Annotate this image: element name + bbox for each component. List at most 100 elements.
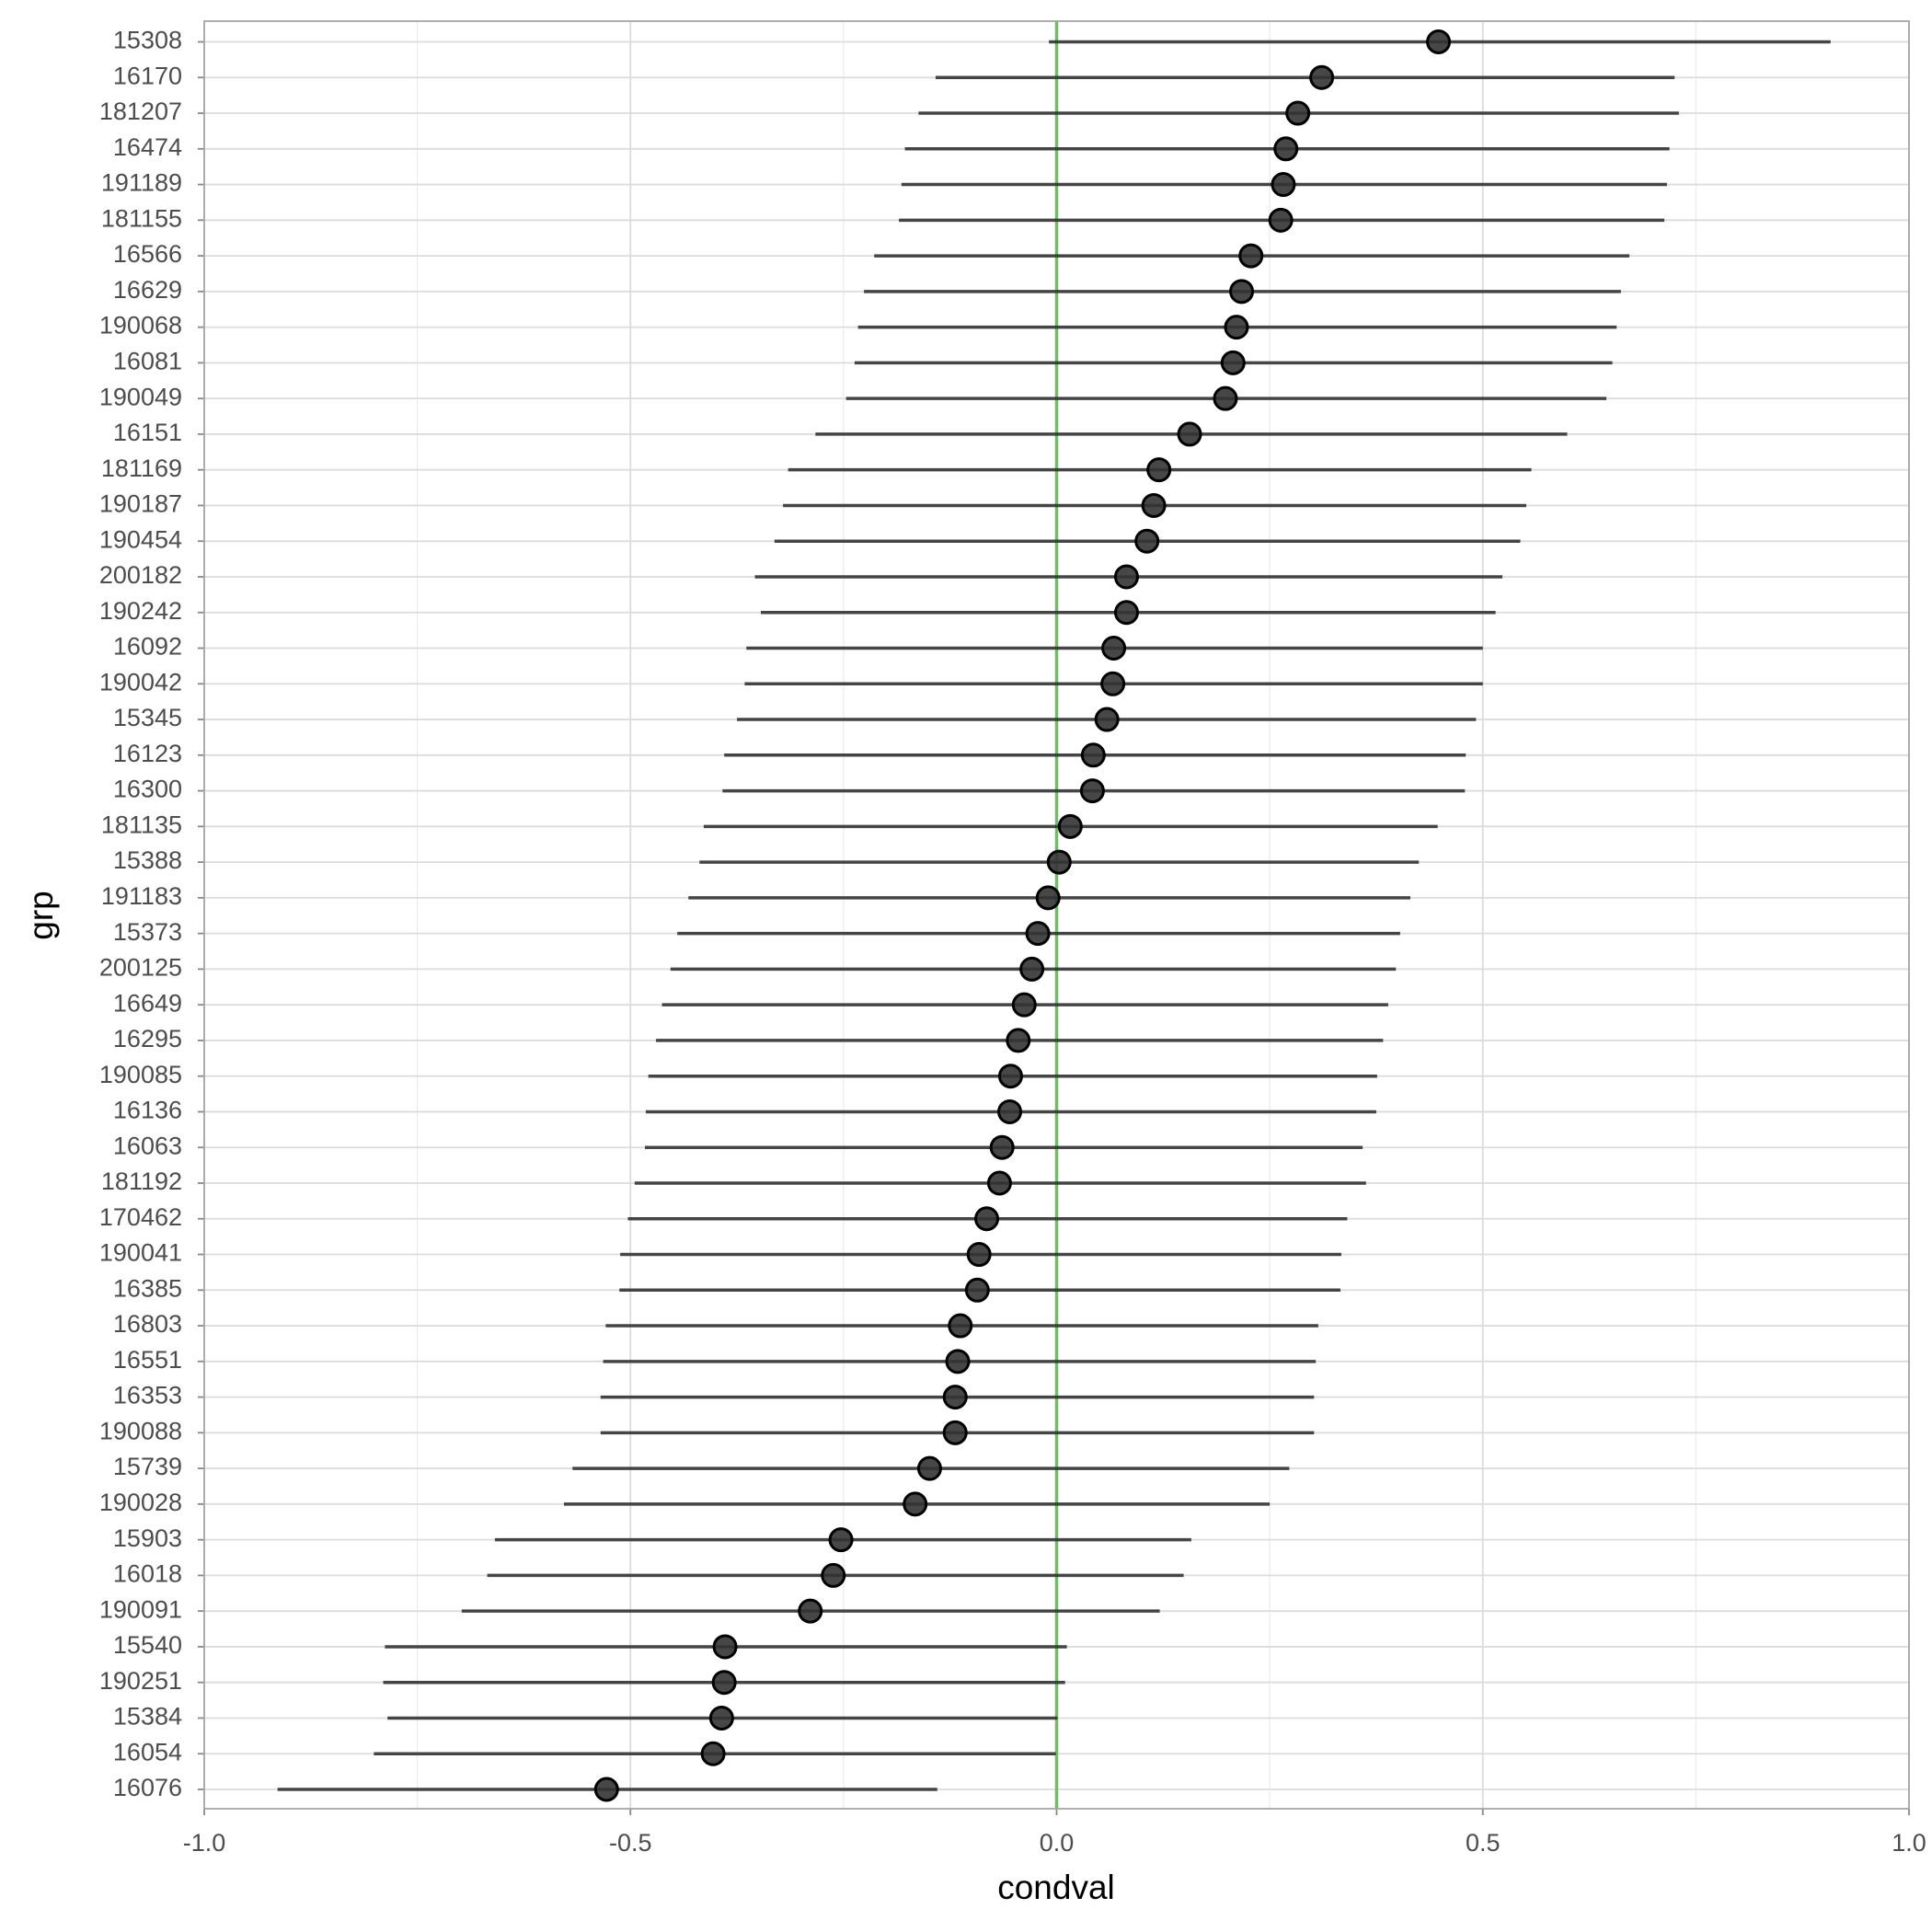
y-tick-label: 190251 — [99, 1667, 182, 1695]
y-tick-label: 190454 — [99, 525, 182, 553]
y-tick-label: 191189 — [101, 169, 182, 197]
y-tick-label: 181135 — [101, 811, 182, 838]
point — [1094, 707, 1120, 732]
point — [1101, 636, 1127, 661]
y-tick-label: 16136 — [113, 1097, 182, 1124]
point — [1134, 528, 1160, 554]
y-tick-label: 181169 — [101, 454, 182, 482]
y-tick-label: 170462 — [99, 1203, 182, 1231]
point — [1285, 100, 1311, 126]
point — [966, 1242, 992, 1268]
point — [986, 1170, 1012, 1196]
point — [1220, 350, 1246, 375]
point — [997, 1064, 1023, 1089]
y-tick-label: 15373 — [113, 918, 182, 946]
y-tick-label: 181155 — [101, 204, 182, 232]
point — [1046, 849, 1072, 875]
point — [942, 1420, 968, 1445]
y-tick-label: 190042 — [99, 668, 182, 696]
point — [1100, 671, 1126, 696]
y-tick-label: 16092 — [113, 633, 182, 661]
point — [711, 1670, 737, 1696]
panel-border — [203, 20, 1910, 1810]
point — [974, 1206, 1000, 1232]
point — [1146, 457, 1172, 483]
y-tick-label: 190187 — [99, 490, 182, 518]
y-tick-label: 200125 — [99, 954, 182, 982]
point — [1273, 136, 1299, 162]
y-tick-label: 15308 — [113, 27, 182, 54]
x-tick-label: 0.0 — [1040, 1829, 1075, 1857]
y-axis-title: grp — [22, 891, 60, 939]
point — [1268, 207, 1294, 233]
y-tick-label: 16353 — [113, 1382, 182, 1409]
y-tick-label: 190041 — [99, 1239, 182, 1267]
point — [903, 1491, 928, 1517]
y-tick-label: 16300 — [113, 776, 182, 803]
point — [821, 1562, 846, 1588]
point — [1080, 742, 1106, 768]
x-tick-label: -0.5 — [609, 1829, 652, 1857]
point — [1057, 813, 1083, 839]
y-tick-label: 16629 — [113, 276, 182, 304]
y-tick-label: 16054 — [113, 1738, 182, 1765]
point — [1025, 921, 1051, 947]
y-tick-label: 16081 — [113, 348, 182, 375]
point — [1006, 1028, 1031, 1053]
y-tick-label: 16063 — [113, 1132, 182, 1159]
y-tick-label: 15540 — [113, 1631, 182, 1659]
y-tick-label: 190028 — [99, 1489, 182, 1516]
y-tick-label: 190242 — [99, 597, 182, 625]
point — [989, 1134, 1015, 1160]
y-tick-label: 16803 — [113, 1310, 182, 1338]
point — [1309, 64, 1335, 90]
point — [1224, 315, 1249, 340]
point — [700, 1741, 726, 1766]
y-tick-label: 16474 — [113, 133, 182, 161]
y-tick-label: 16123 — [113, 740, 182, 767]
point — [964, 1277, 990, 1303]
point — [828, 1527, 854, 1553]
y-tick-label: 181192 — [101, 1167, 182, 1195]
y-tick-label: 190085 — [99, 1061, 182, 1088]
x-axis-title: condval — [997, 1869, 1115, 1906]
point — [1035, 885, 1061, 911]
y-tick-label: 190068 — [99, 312, 182, 339]
y-tick-label: 15384 — [113, 1703, 182, 1731]
x-tick-label: 0.5 — [1466, 1829, 1501, 1857]
point — [1079, 778, 1105, 804]
point — [798, 1598, 823, 1624]
x-tick-label: 1.0 — [1892, 1829, 1926, 1857]
point — [945, 1349, 971, 1374]
y-tick-label: 190088 — [99, 1417, 182, 1444]
y-tick-label: 190049 — [99, 383, 182, 410]
y-tick-label: 15345 — [113, 704, 182, 731]
y-tick-label: 15388 — [113, 846, 182, 874]
y-tick-label: 190091 — [99, 1595, 182, 1623]
point — [712, 1634, 738, 1660]
y-tick-label: 16151 — [113, 419, 182, 446]
y-tick-label: 191183 — [101, 882, 182, 910]
x-tick-label: -1.0 — [183, 1829, 226, 1857]
point — [1426, 29, 1452, 54]
y-tick-label: 16551 — [113, 1346, 182, 1374]
point — [593, 1777, 619, 1802]
point — [1113, 600, 1139, 626]
point — [1011, 992, 1037, 1018]
point — [1113, 564, 1139, 590]
y-tick-label: 16385 — [113, 1274, 182, 1302]
point — [916, 1455, 942, 1481]
point — [1019, 956, 1045, 982]
point — [1271, 172, 1296, 198]
point — [997, 1098, 1023, 1124]
point — [948, 1313, 973, 1339]
y-tick-label: 16076 — [113, 1774, 182, 1801]
point — [1213, 385, 1238, 411]
y-tick-label: 15739 — [113, 1453, 182, 1480]
y-tick-label: 15903 — [113, 1524, 182, 1552]
y-tick-label: 181207 — [99, 98, 182, 125]
y-tick-label: 16566 — [113, 240, 182, 268]
point — [1229, 279, 1255, 305]
y-tick-label: 16649 — [113, 989, 182, 1017]
point — [1177, 421, 1202, 447]
